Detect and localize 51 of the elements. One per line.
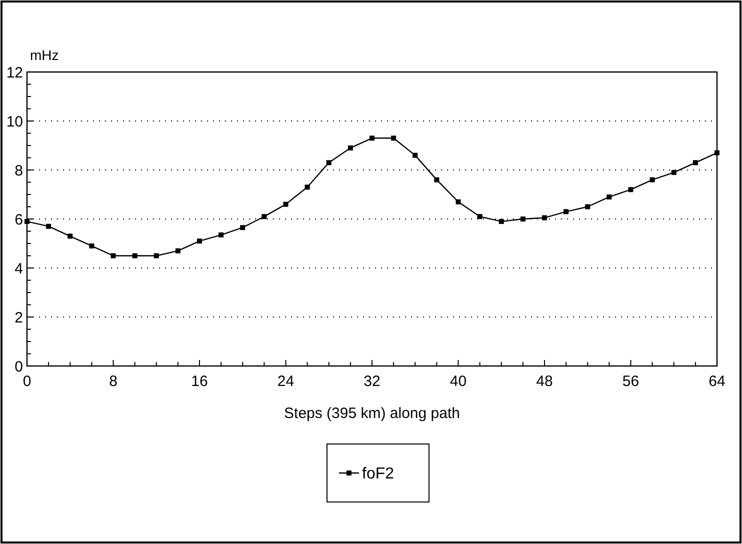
point — [89, 243, 94, 248]
point — [283, 202, 288, 207]
point — [391, 136, 396, 141]
x-tick-label: 48 — [536, 373, 553, 390]
point — [175, 248, 180, 254]
y-axis-title: mHz — [30, 47, 59, 63]
x-axis-title: Steps (395 km) along path — [284, 405, 460, 422]
point — [650, 177, 655, 182]
point — [564, 209, 569, 214]
point — [412, 152, 418, 158]
point — [606, 194, 612, 200]
x-tick-label: 64 — [708, 373, 726, 390]
point — [110, 253, 116, 258]
x-tick-label: 16 — [191, 373, 208, 390]
y-tick-label: 4 — [14, 260, 23, 278]
point — [456, 199, 461, 204]
x-tick-label: 32 — [364, 373, 380, 390]
point — [262, 214, 267, 220]
point — [477, 214, 482, 220]
point — [434, 177, 440, 182]
point — [498, 218, 504, 224]
point — [628, 187, 634, 192]
legend-label: foF2 — [362, 466, 394, 483]
point — [520, 216, 526, 222]
y-tick-label: 10 — [6, 113, 23, 130]
point — [132, 253, 138, 258]
y-tick-label: 0 — [14, 358, 23, 376]
point — [68, 234, 73, 239]
x-tick-label: 40 — [450, 373, 467, 390]
point — [714, 150, 720, 156]
point — [671, 170, 676, 175]
point — [24, 218, 30, 224]
point — [154, 253, 159, 258]
x-tick-label: 24 — [277, 373, 294, 390]
point — [542, 215, 547, 220]
point — [348, 145, 353, 150]
point — [326, 160, 332, 166]
point — [46, 224, 52, 229]
point — [370, 136, 374, 141]
point — [218, 232, 224, 238]
y-tick-label: 6 — [14, 211, 23, 228]
y-tick-label: 2 — [14, 309, 23, 326]
x-tick-label: 8 — [109, 373, 118, 390]
point — [197, 238, 202, 244]
point — [304, 184, 310, 190]
x-tick-label: 56 — [622, 373, 640, 390]
y-tick-label: 8 — [14, 162, 23, 180]
point — [585, 204, 590, 210]
point — [692, 160, 698, 166]
y-tick-label: 12 — [6, 64, 23, 82]
point — [240, 225, 246, 230]
